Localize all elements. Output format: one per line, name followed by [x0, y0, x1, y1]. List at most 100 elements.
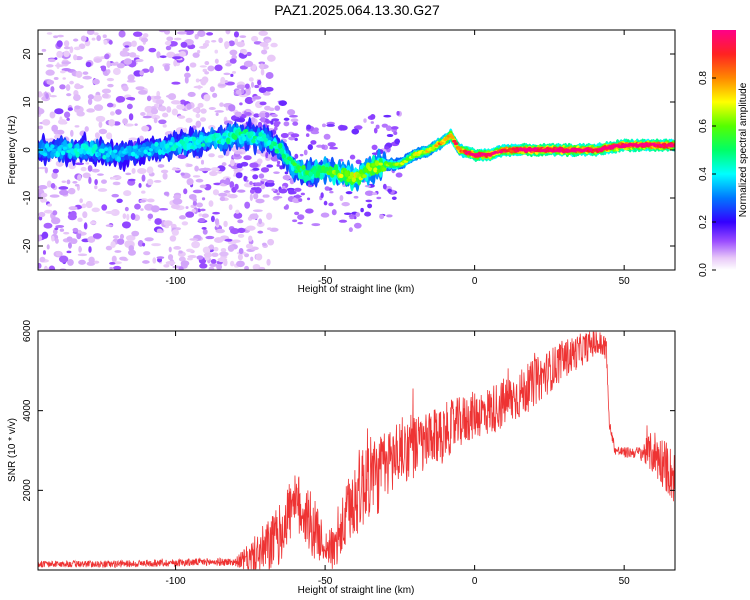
spectrogram-speckle	[219, 196, 226, 202]
spectrogram-speckle	[153, 179, 162, 183]
spectrogram-speckle	[93, 94, 103, 102]
spectrogram-speckle	[132, 31, 143, 37]
colorbar-tick-label: 0.4	[698, 167, 709, 181]
spectrogram-speckle	[167, 254, 174, 261]
spectrogram-speckle	[255, 253, 263, 261]
spectrogram-speckle	[292, 197, 301, 204]
spectrogram-ridge-cell	[448, 133, 453, 137]
spectrogram-speckle	[200, 159, 205, 165]
spectrogram-speckle	[223, 179, 230, 185]
spectrogram-speckle	[189, 62, 197, 68]
spectrogram-speckle	[89, 221, 97, 225]
spectrogram-speckle	[164, 40, 172, 46]
spectrogram-speckle	[290, 133, 300, 138]
spectrogram-speckle	[74, 105, 81, 110]
spectrogram-speckle	[292, 219, 298, 223]
spectrogram-speckle	[150, 107, 159, 115]
spectrogram-speckle	[252, 209, 263, 212]
spectrogram-ridge-cell	[226, 137, 231, 145]
spectrogram-speckle	[237, 233, 245, 238]
spectrogram-speckle	[229, 58, 237, 64]
spectrogram-speckle	[289, 114, 298, 118]
colorbar-tick-label: 0.0	[698, 263, 709, 277]
spectrogram-speckle	[258, 218, 263, 225]
spectrogram-speckle	[209, 263, 218, 267]
spectrogram-speckle	[178, 50, 187, 57]
spectrogram-speckle	[176, 31, 187, 35]
spectrogram-speckle	[185, 117, 193, 123]
spectrogram-speckle	[199, 65, 207, 68]
spectrogram-ridge-cell	[66, 149, 71, 153]
spectrogram-speckle	[66, 179, 71, 185]
spectrogram-speckle	[217, 170, 223, 174]
spectrogram-ridge-cell	[243, 128, 249, 133]
spectrogram-speckle	[321, 144, 326, 150]
spectrogram-speckle	[345, 191, 353, 195]
spectrogram-speckle	[112, 67, 121, 76]
spectrogram-speckle	[351, 128, 360, 135]
spectrogram-speckle	[393, 131, 398, 136]
spectrogram-speckle	[140, 112, 146, 116]
spectrogram-speckle	[271, 118, 280, 122]
spectrogram-speckle	[123, 190, 132, 197]
spectrogram-speckle	[200, 78, 207, 86]
spectrogram-speckle	[107, 83, 114, 88]
spectrogram-speckle	[66, 250, 72, 254]
spectrogram-speckle	[55, 160, 64, 167]
spectrogram-speckle	[396, 111, 400, 116]
spectrogram-speckle	[262, 91, 271, 96]
spectrogram-speckle	[62, 77, 66, 80]
spectrogram-speckle	[355, 159, 362, 165]
spectrogram-speckle	[97, 188, 108, 192]
spectrogram-speckle	[82, 71, 89, 75]
spectrogram-speckle	[258, 266, 266, 270]
spectrogram-speckle	[45, 69, 55, 76]
spectrogram-speckle	[59, 70, 66, 74]
spectrogram-speckle	[379, 214, 385, 220]
spectrogram-speckle	[250, 81, 255, 88]
snr-x-ticks: -100 -50 0 50	[166, 331, 630, 587]
spectrogram-speckle	[353, 222, 362, 229]
spectrogram-speckle	[59, 189, 69, 196]
spectrogram-speckle	[38, 185, 48, 190]
spectrogram-ridge-cell	[184, 136, 190, 144]
spectrogram-speckle	[290, 118, 299, 123]
spectrogram-speckle	[371, 144, 378, 151]
spectrogram-speckle	[194, 165, 199, 172]
colorbar-tick-label: 0.8	[698, 71, 709, 85]
spectrogram-speckle	[123, 58, 133, 65]
spectrogram-speckle	[233, 174, 237, 177]
spectrogram-speckle	[246, 51, 252, 57]
snr-y-ticks: 2000 4000 6000	[22, 319, 675, 501]
spectrogram-speckle	[298, 198, 303, 202]
spectrogram-speckle	[43, 209, 53, 214]
spectrogram-speckle	[38, 91, 43, 98]
spectrogram-ridge-cell	[102, 155, 107, 160]
spectrogram-ridge-cell	[42, 152, 48, 157]
spectrogram-speckle	[256, 158, 263, 165]
spectrogram-speckle	[258, 112, 266, 118]
spectrogram-speckle	[372, 192, 377, 196]
spectrogram-ridge-cell	[103, 147, 109, 152]
spectrogram-speckle	[87, 94, 94, 100]
spectrogram-speckle	[110, 111, 115, 116]
spectrogram-speckle	[203, 94, 211, 102]
spectrogram-speckle	[180, 172, 185, 176]
spectrogram-speckle	[214, 58, 219, 64]
spectrogram-speckle	[184, 76, 189, 84]
spectrogram-ridge-cell	[285, 158, 290, 165]
spectrogram-speckle	[207, 65, 215, 72]
spectrogram-speckle	[208, 200, 214, 207]
spectrogram-ridge-cell	[62, 146, 68, 151]
spectrogram-speckle	[391, 196, 397, 200]
spectrogram-ridge-cell	[112, 149, 118, 154]
spectrogram-speckle	[117, 238, 125, 245]
spectrogram-speckle	[192, 107, 200, 113]
spectrogram-speckle	[47, 58, 56, 63]
spectrogram-speckle	[170, 100, 181, 105]
spectrogram-speckle	[370, 121, 374, 124]
spectrogram-speckle	[341, 201, 350, 207]
spectrogram-x-tick-label: 50	[619, 276, 631, 287]
spectrogram-speckle	[42, 119, 51, 126]
spectrogram-speckle	[224, 238, 233, 242]
